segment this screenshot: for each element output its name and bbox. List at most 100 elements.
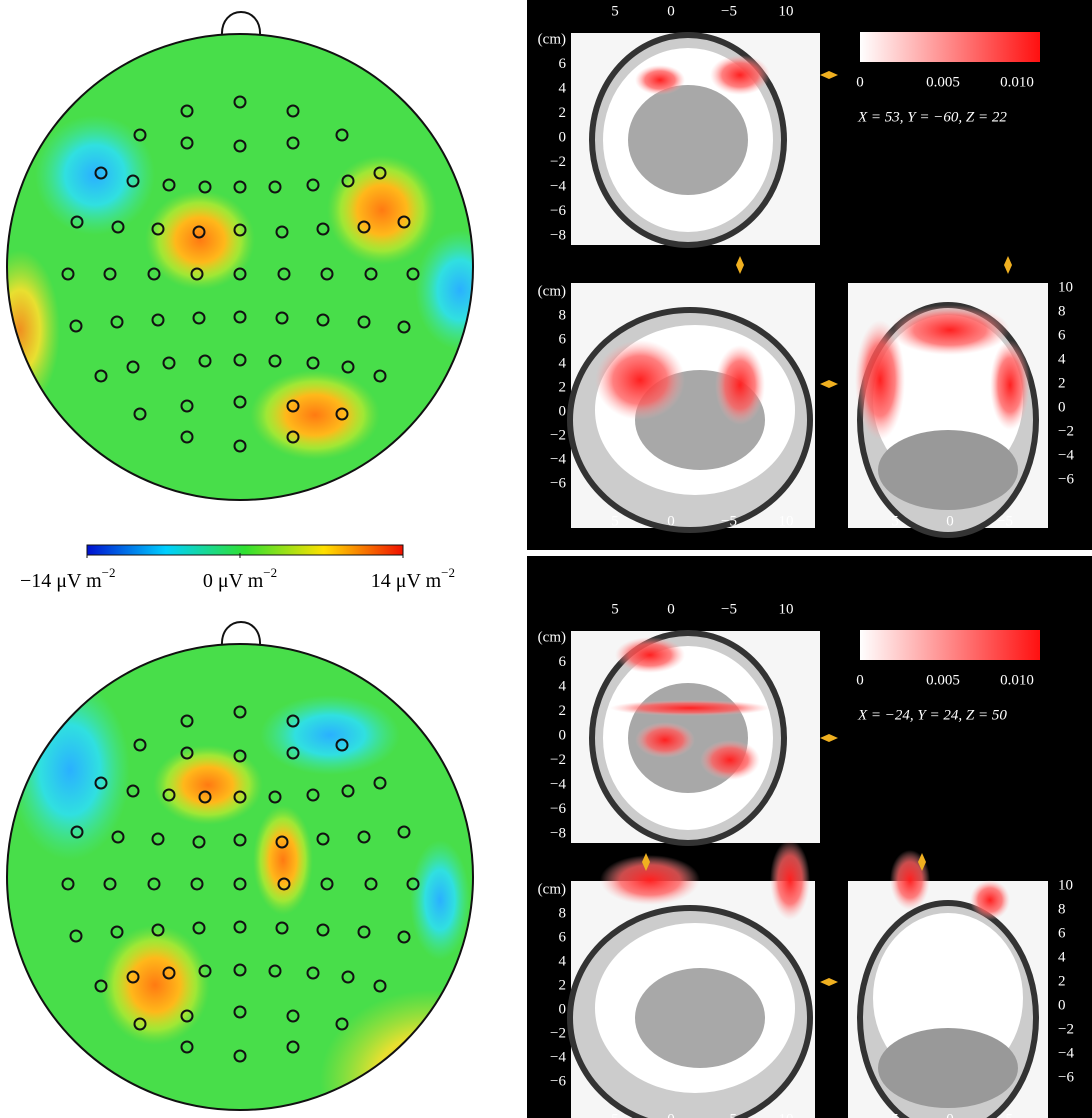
tick-label: 6 xyxy=(1058,925,1066,941)
potential-blob xyxy=(100,925,210,1045)
potential-blob xyxy=(415,230,505,350)
activation xyxy=(970,880,1010,920)
activation xyxy=(700,740,760,780)
activation xyxy=(770,840,810,920)
tick-label: 10 xyxy=(1058,279,1073,295)
colorbar-label: 0 μV m−2 xyxy=(203,565,277,592)
tick-label: 0.005 xyxy=(926,74,960,90)
tick-label: 0 xyxy=(667,601,675,617)
gray-matter xyxy=(628,85,748,195)
tick-label: −6 xyxy=(1058,471,1074,487)
tick-label: 5 xyxy=(611,601,619,617)
tick-label: −8 xyxy=(550,227,566,243)
tick-label: −2 xyxy=(550,154,566,170)
tick-label: 10 xyxy=(779,3,794,19)
colorbar xyxy=(860,630,1040,660)
tick-label: −4 xyxy=(1058,1045,1074,1061)
tick-label: 6 xyxy=(559,654,567,670)
tick-label: −5 xyxy=(721,513,737,529)
tick-label: 5 xyxy=(611,513,619,529)
tick-label: (cm) xyxy=(538,283,566,299)
tick-label: 5 xyxy=(611,1111,619,1118)
activation xyxy=(635,65,685,95)
tick-label: 10 xyxy=(779,513,794,529)
tick-label: 6 xyxy=(559,56,567,72)
tick-label: 10 xyxy=(1058,877,1073,893)
tick-label: 2 xyxy=(559,703,567,719)
tick-label: 2 xyxy=(1058,973,1066,989)
tick-label: 5 xyxy=(611,3,619,19)
tick-label: 0 xyxy=(559,1001,567,1017)
tick-label: 0.010 xyxy=(1000,74,1034,90)
tick-label: 5 xyxy=(891,513,899,529)
activation xyxy=(595,340,685,420)
tick-label: −5 xyxy=(721,3,737,19)
label-exponent: −2 xyxy=(263,565,277,580)
tick-label: −4 xyxy=(550,451,566,467)
tick-label: 6 xyxy=(559,929,567,945)
potential-blob xyxy=(410,840,470,960)
tick-label: 4 xyxy=(559,355,567,371)
tick-label: 0 xyxy=(559,727,567,743)
potential-blob xyxy=(10,680,130,860)
tick-label: 0 xyxy=(1058,399,1066,415)
potential-blob xyxy=(250,370,380,460)
gray-matter xyxy=(635,968,765,1068)
tick-label: 0 xyxy=(667,513,675,529)
tick-label: 8 xyxy=(1058,901,1066,917)
tick-label: 0 xyxy=(667,1111,675,1118)
colorbar xyxy=(860,32,1040,62)
tick-label: −5 xyxy=(997,513,1013,529)
nose xyxy=(222,622,260,646)
tick-label: −6 xyxy=(550,475,566,491)
tick-label: 8 xyxy=(559,307,567,323)
figure: −14 μV m−20 μV m−214 μV m−250−51050−5105… xyxy=(0,0,1092,1118)
topomap xyxy=(0,622,540,1118)
label-text: 0 μV m xyxy=(203,570,264,592)
tick-label: −4 xyxy=(550,178,566,194)
activation xyxy=(715,345,765,425)
tick-label: 4 xyxy=(559,80,567,96)
colorbar xyxy=(87,545,403,555)
tick-label: −2 xyxy=(550,1025,566,1041)
tick-label: 0 xyxy=(667,3,675,19)
label-text: 14 μV m xyxy=(371,570,442,592)
tick-label: −2 xyxy=(550,427,566,443)
tick-label: −4 xyxy=(1058,447,1074,463)
potential-blob xyxy=(153,745,263,825)
tick-label: −2 xyxy=(1058,423,1074,439)
activation xyxy=(635,722,695,758)
coordinates: X = 53, Y = −60, Z = 22 xyxy=(857,109,1007,125)
tick-label: −5 xyxy=(997,1111,1013,1118)
tick-label: 0 xyxy=(559,129,567,145)
potential-blob xyxy=(145,190,255,290)
tick-label: 8 xyxy=(1058,303,1066,319)
tick-label: 5 xyxy=(891,1111,899,1118)
tick-label: 0 xyxy=(856,74,864,90)
tick-label: (cm) xyxy=(538,881,566,897)
tick-label: −5 xyxy=(721,1111,737,1118)
tick-label: 0 xyxy=(946,513,954,529)
label-exponent: −2 xyxy=(441,565,455,580)
tick-label: 6 xyxy=(559,331,567,347)
activation xyxy=(615,637,685,673)
tick-label: 2 xyxy=(1058,375,1066,391)
activation xyxy=(610,700,770,716)
activation xyxy=(990,340,1030,430)
tick-label: 6 xyxy=(1058,327,1066,343)
potential-blob xyxy=(260,695,400,775)
tick-label: 2 xyxy=(559,977,567,993)
tick-label: −2 xyxy=(1058,1021,1074,1037)
topomap xyxy=(0,12,505,504)
tick-label: 4 xyxy=(1058,949,1066,965)
colorbar-label: 14 μV m−2 xyxy=(371,565,455,592)
tick-label: 2 xyxy=(559,379,567,395)
tick-label: 4 xyxy=(559,678,567,694)
tick-label: 10 xyxy=(779,1111,794,1118)
label-exponent: −2 xyxy=(102,565,116,580)
tick-label: 2 xyxy=(559,105,567,121)
tick-label: 0 xyxy=(946,1111,954,1118)
tick-label: (cm) xyxy=(538,31,566,47)
tick-label: 8 xyxy=(559,905,567,921)
nose xyxy=(222,12,260,36)
